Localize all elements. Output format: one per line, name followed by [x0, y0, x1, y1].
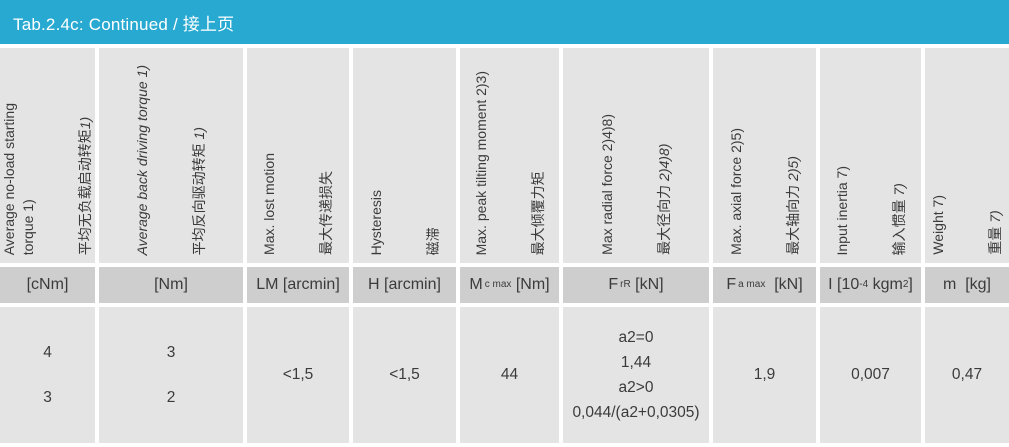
value-line: 0,044/(a2+0,0305) [572, 404, 700, 421]
header-hysteresis: Hysteresis 磁滞 [353, 48, 456, 263]
value-line: 2 [166, 388, 176, 406]
value-line: 3 [43, 388, 52, 406]
header-max-peak-tilting-moment: Max. peak tilting moment 2)3) 最大倾覆力矩 [460, 48, 559, 263]
header-text: Weight 7) 重量 7) [930, 195, 1003, 255]
value-line: 0,007 [851, 366, 890, 383]
unit-cnm: [cNm] [0, 267, 95, 303]
header-avg-no-load-starting-torque: Average no-load starting torque 1) 平均无负载… [0, 48, 95, 263]
value-hysteresis: <1,5 [353, 307, 456, 443]
value-radial-force: a2=0 1,44 a2>0 0,044/(a2+0,0305) [563, 307, 709, 443]
value-line: 3 [166, 343, 176, 361]
value-line: <1,5 [389, 366, 420, 383]
header-text: Hysteresis 磁滞 [367, 189, 441, 255]
header-weight: Weight 7) 重量 7) [925, 48, 1009, 263]
header-text: Max. axial force 2)5) 最大轴向力 2)5) [727, 128, 801, 255]
value-line: 0,47 [951, 366, 983, 383]
header-text: Average back driving torque 1) 平均反向驱动转矩 … [134, 64, 207, 255]
unit-lost-motion: LM [arcmin] [247, 267, 349, 303]
table-title: Tab.2.4c: Continued / 接上页 [13, 14, 235, 34]
header-max-axial-force: Max. axial force 2)5) 最大轴向力 2)5) [713, 48, 816, 263]
spec-table: Average no-load starting torque 1) 平均无负载… [0, 48, 1009, 443]
header-max-lost-motion: Max. lost motion 最大传递损失 [247, 48, 349, 263]
value-tilting-moment: 44 [460, 307, 559, 443]
value-line: 1,44 [620, 354, 652, 371]
value-line: a2>0 [618, 379, 654, 396]
header-avg-back-driving-torque: Average back driving torque 1) 平均反向驱动转矩 … [99, 48, 243, 263]
value-lost-motion: <1,5 [247, 307, 349, 443]
table-title-bar: Tab.2.4c: Continued / 接上页 [0, 0, 1009, 44]
header-input-inertia: Input inertia 7) 输入惯量 7) [820, 48, 921, 263]
value-weight: 0,47 [925, 307, 1009, 443]
unit-inertia: I [10 -4 kgm 2] [820, 267, 921, 303]
header-text: Max. lost motion 最大传递损失 [261, 153, 334, 255]
header-text: Max radial force 2)4)8) 最大径向力 2)4)8) [599, 114, 672, 255]
value-line: <1,5 [282, 366, 314, 383]
value-axial-force: 1,9 [713, 307, 816, 443]
header-max-radial-force: Max radial force 2)4)8) 最大径向力 2)4)8) [563, 48, 709, 263]
unit-weight: m [kg] [925, 267, 1009, 303]
value-line: 4 [43, 343, 52, 361]
value-line: a2=0 [618, 329, 654, 346]
header-text: Input inertia 7) 输入惯量 7) [833, 165, 907, 256]
header-text: Average no-load starting torque 1) 平均无负载… [1, 102, 93, 255]
unit-nm: [Nm] [99, 267, 243, 303]
unit-hysteresis: H [arcmin] [353, 267, 456, 303]
value-line: 44 [500, 366, 519, 383]
header-text: Max. peak tilting moment 2)3) 最大倾覆力矩 [472, 70, 546, 255]
value-inertia: 0,007 [820, 307, 921, 443]
value-line: 1,9 [753, 366, 776, 383]
